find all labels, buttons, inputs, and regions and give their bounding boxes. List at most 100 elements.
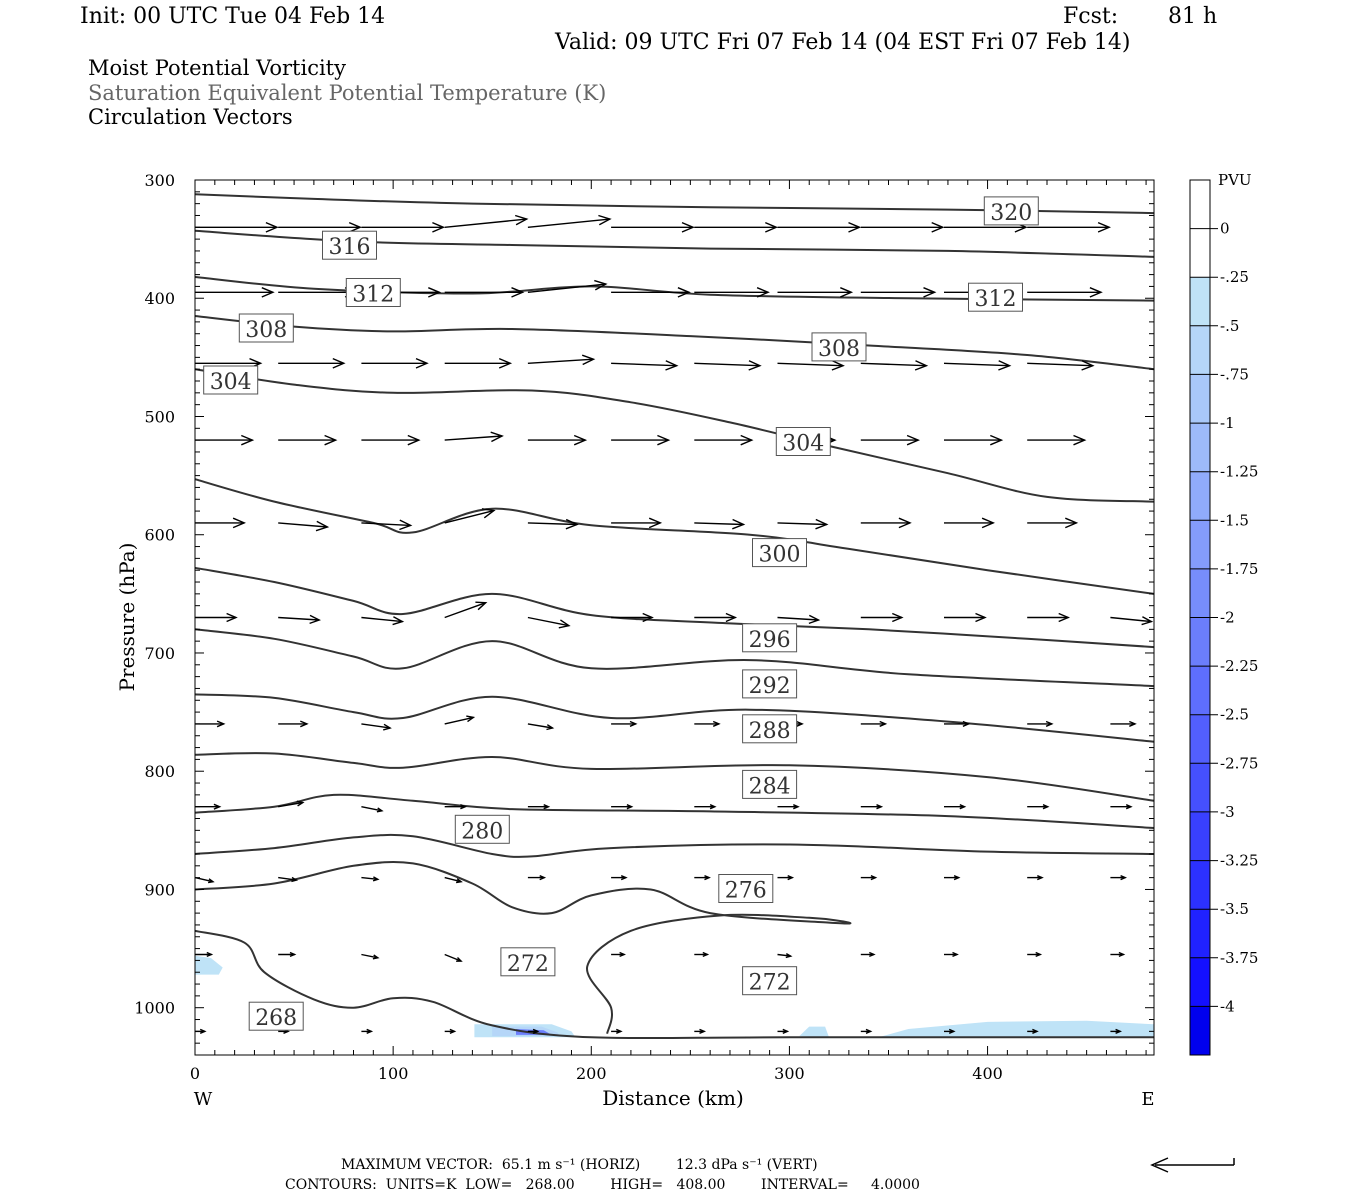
vector-arrow	[777, 360, 845, 371]
colorbar-swatch	[1190, 423, 1210, 473]
vector-arrow	[444, 953, 463, 962]
contour-label-box	[742, 623, 798, 653]
vector-shaft	[1027, 362, 1093, 367]
field-title-vectors: Circulation Vectors	[88, 105, 293, 129]
y-axis-title: Pressure (hPa)	[115, 543, 139, 692]
vector-arrow	[527, 434, 588, 446]
contour-label-text: 280	[461, 819, 503, 844]
contour-label-box	[742, 669, 798, 699]
vector-head	[432, 221, 446, 233]
vector-arrow	[1110, 1028, 1122, 1034]
vector-head	[808, 614, 821, 625]
vector-head	[704, 875, 711, 881]
vector-arrow	[777, 614, 821, 625]
vector-arrow	[860, 434, 921, 446]
vector-arrow	[694, 434, 754, 446]
colorbar-swatch	[1190, 325, 1210, 375]
vector-shaft	[777, 522, 827, 526]
vector-shaft	[361, 723, 391, 729]
vector-head	[657, 434, 671, 446]
pv-region-4	[799, 1026, 829, 1038]
contour-label: 280	[454, 814, 510, 844]
pv-region-5	[878, 1020, 1154, 1038]
vector-head	[815, 518, 829, 530]
vector-arrow	[860, 517, 912, 529]
reference-vector	[1150, 1157, 1235, 1173]
vector-shaft	[527, 723, 553, 729]
vector-head	[931, 221, 945, 233]
vector-head	[990, 434, 1004, 446]
colorbar-swatch	[1190, 666, 1210, 716]
vector-arrow	[1027, 287, 1103, 298]
vector-shaft	[361, 953, 378, 959]
colorbar-label: -1	[1220, 414, 1235, 432]
vector-head	[796, 720, 804, 727]
contour-label-text: 308	[818, 337, 860, 362]
vector-shaft	[194, 876, 214, 883]
contour-label-text: 268	[255, 1006, 297, 1031]
vector-shaft	[444, 953, 462, 962]
vector-arrow	[194, 876, 215, 884]
vector-head	[399, 519, 413, 531]
vector-head	[998, 360, 1012, 371]
vector-head	[793, 804, 800, 810]
vector-arrow	[860, 875, 878, 881]
vector-shaft	[361, 806, 383, 812]
y-tick-label: 500	[144, 407, 175, 426]
vector-head	[475, 601, 488, 611]
vector-arrow	[611, 875, 628, 881]
contour-label-text: 272	[507, 952, 549, 977]
colorbar-label: -.5	[1220, 317, 1239, 335]
vector-arrow	[943, 360, 1012, 371]
vector-head	[300, 720, 309, 728]
contour-label: 284	[742, 769, 798, 799]
vector-arrow	[860, 221, 945, 233]
y-tick-label: 400	[144, 289, 175, 308]
vector-head	[543, 804, 551, 810]
contour-label-box	[968, 282, 1023, 312]
contour-label: 276	[718, 874, 774, 904]
vector-arrow	[278, 720, 309, 728]
vector-arrow	[944, 517, 995, 529]
colorbar-label: -1.75	[1220, 560, 1258, 578]
vector-arrow	[195, 517, 246, 529]
vector-head	[952, 951, 959, 958]
y-tick-label: 900	[144, 880, 175, 899]
vector-arrow	[611, 951, 626, 958]
vector-head	[1125, 804, 1133, 810]
vector-head	[1045, 720, 1054, 727]
contour-label: 300	[752, 538, 807, 568]
colorbar-swatch	[1190, 811, 1210, 861]
contour-label-text: 288	[749, 719, 791, 744]
vector-shaft	[943, 362, 1010, 367]
vector-head	[296, 800, 305, 807]
vector-shaft	[527, 283, 606, 293]
vector-arrow	[694, 951, 710, 958]
vector-shaft	[444, 876, 462, 883]
vector-arrow	[1027, 875, 1044, 881]
vector-head	[642, 612, 654, 623]
vector-head	[953, 875, 961, 881]
colorbar-swatch	[1190, 617, 1210, 667]
x-tick-label: 200	[576, 1064, 607, 1083]
vector-head	[1129, 720, 1137, 727]
x-right-label: E	[1141, 1089, 1154, 1110]
contour-label: 320	[983, 196, 1039, 226]
vector-head	[558, 619, 571, 629]
vector-head	[213, 803, 222, 810]
vector-head	[1115, 1028, 1122, 1034]
vector-shaft	[527, 218, 610, 228]
vector-shaft	[611, 362, 677, 367]
vector-arrow	[444, 214, 529, 228]
vector-arrow	[611, 1028, 623, 1034]
vector-head	[732, 518, 746, 530]
contour-label: 312	[345, 278, 401, 308]
vector-arrow	[444, 287, 525, 298]
colorbar-swatch	[1190, 763, 1210, 813]
vector-arrow	[944, 1028, 956, 1034]
vector-arrow	[278, 434, 338, 446]
vector-arrow	[1110, 951, 1126, 958]
colorbar-label: -1.5	[1220, 511, 1249, 529]
vector-head	[1097, 221, 1111, 233]
vector-head	[975, 612, 987, 623]
